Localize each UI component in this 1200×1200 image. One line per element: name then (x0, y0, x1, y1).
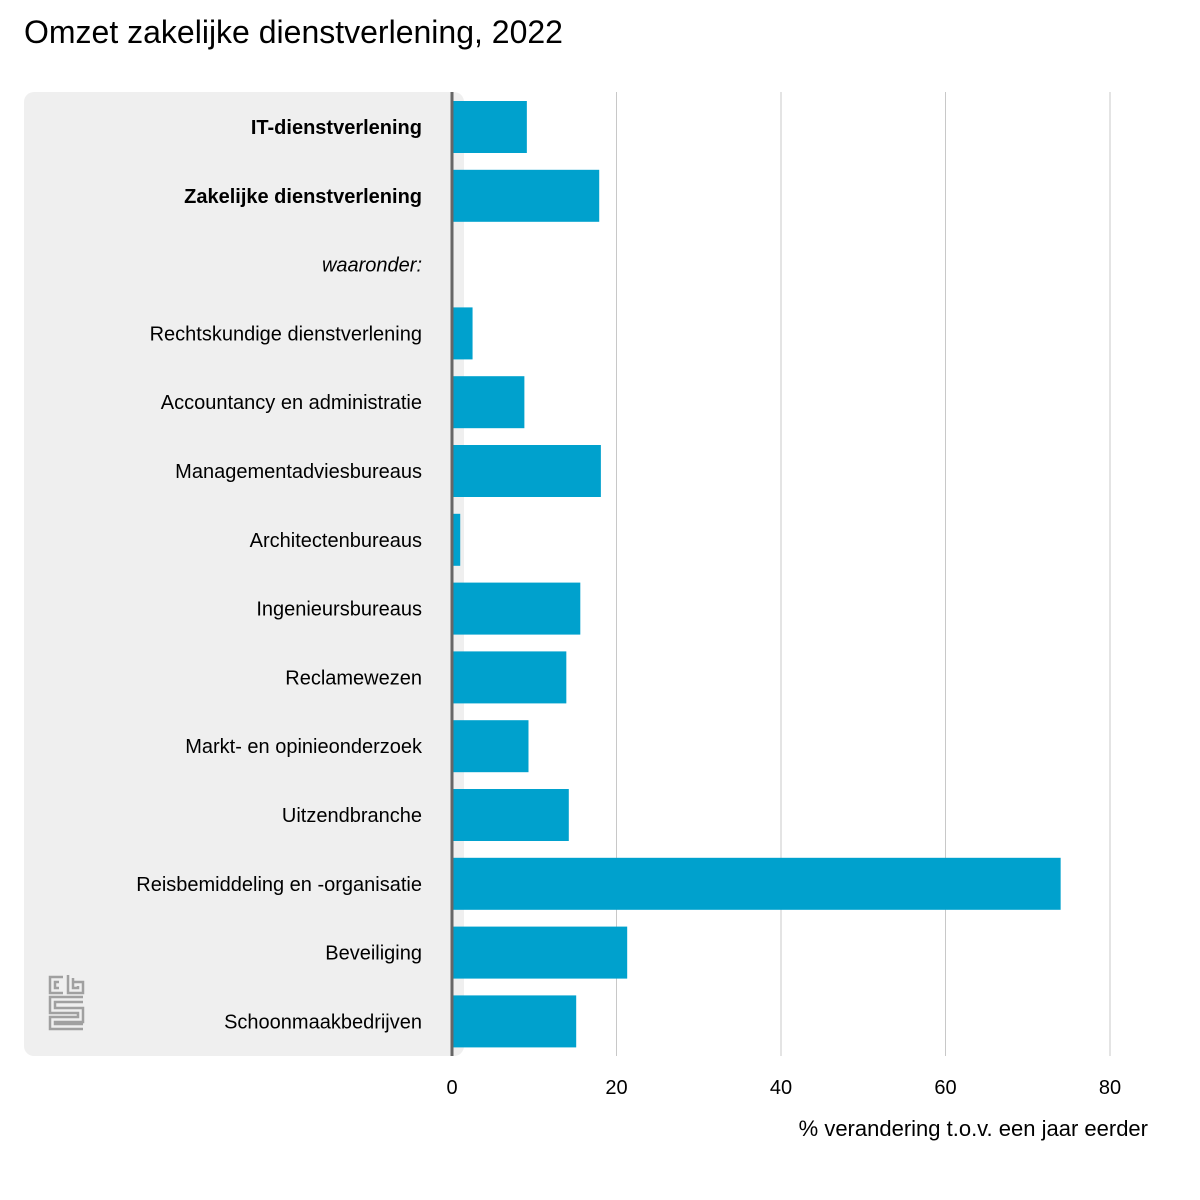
category-label-13: Schoonmaakbedrijven (224, 1011, 422, 1033)
bar-7 (452, 582, 581, 635)
cbs-logo-c (48, 975, 63, 995)
bar-6 (452, 513, 461, 566)
x-tick-label-20: 20 (605, 1077, 627, 1099)
label-panel (24, 92, 464, 1056)
cbs-logo-s (48, 995, 83, 1031)
category-label-9: Markt- en opinieonderzoek (185, 736, 423, 758)
category-label-6: Architectenbureaus (250, 530, 422, 552)
x-tick-label-80: 80 (1099, 1077, 1121, 1099)
bar-3 (452, 307, 473, 360)
bar-5 (452, 445, 601, 497)
bar-11 (452, 857, 1061, 910)
category-label-8: Reclamewezen (285, 667, 422, 689)
cbs-logo-b-inner (71, 978, 80, 990)
bar-9 (452, 720, 529, 773)
cbs-logo-b (66, 975, 85, 995)
gridlines (616, 92, 1111, 1056)
category-label-5: Managementadviesbureaus (175, 461, 422, 483)
x-tick-labels: 0 20 40 60 80 (446, 1077, 1121, 1099)
x-axis-title: % verandering t.o.v. een jaar eerder (799, 1116, 1148, 1141)
bar-0 (452, 101, 527, 153)
cbs-logo-s-inner (53, 1000, 85, 1026)
x-tick-label-0: 0 (446, 1077, 457, 1099)
cbs-logo-c-inner (53, 980, 59, 990)
bar-4 (452, 376, 525, 429)
category-label-10: Uitzendbranche (282, 805, 422, 827)
bar-13 (452, 995, 577, 1048)
chart-title: Omzet zakelijke dienstverlening, 2022 (24, 14, 563, 50)
cbs-logo (48, 975, 85, 1031)
category-label-2: waaronder: (322, 255, 422, 277)
category-label-3: Rechtskundige dienstverlening (150, 323, 422, 345)
category-label-0: IT-dienstverlening (251, 117, 422, 139)
bar-8 (452, 651, 567, 704)
bar-10 (452, 789, 569, 841)
category-labels: IT-dienstverlening Zakelijke dienstverlen… (136, 117, 423, 1033)
category-label-12: Beveiliging (325, 943, 422, 965)
category-label-1: Zakelijke dienstverlening (184, 186, 422, 208)
x-tick-label-60: 60 (934, 1077, 956, 1099)
category-label-7: Ingenieursbureaus (256, 599, 422, 621)
bars (452, 101, 1061, 1048)
x-tick-label-40: 40 (770, 1077, 792, 1099)
category-label-4: Accountancy en administratie (161, 392, 422, 414)
bar-12 (452, 926, 628, 979)
bar-1 (452, 169, 600, 222)
category-label-11: Reisbemiddeling en -organisatie (136, 874, 422, 896)
